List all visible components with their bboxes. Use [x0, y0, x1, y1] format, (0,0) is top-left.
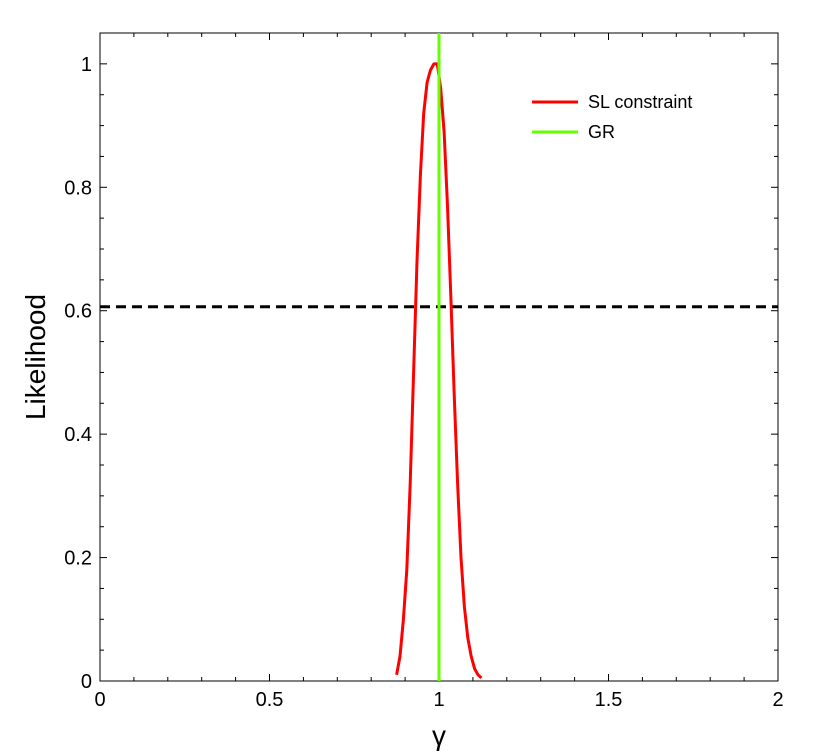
legend-label-gr: GR — [588, 122, 615, 142]
y-tick-label: 0.2 — [64, 548, 92, 570]
y-axis-label: Likelihood — [20, 294, 51, 420]
x-tick-label: 1.5 — [595, 689, 623, 711]
y-tick-label: 0.8 — [64, 177, 92, 199]
x-tick-label: 0.5 — [256, 689, 284, 711]
y-tick-label: 0 — [81, 671, 92, 693]
y-tick-label: 0.4 — [64, 424, 92, 446]
legend-label-sl-constraint: SL constraint — [588, 92, 692, 112]
series-layer — [100, 33, 778, 681]
x-tick-label: 2 — [772, 689, 783, 711]
x-tick-label: 1 — [433, 689, 444, 711]
x-tick-label: 0 — [94, 689, 105, 711]
y-tick-label: 0.6 — [64, 301, 92, 323]
y-tick-label: 1 — [81, 54, 92, 76]
x-axis-label: γ — [432, 720, 446, 751]
axis-ticks: 0 0.5 1 1.5 2 0 0.2 0.4 0.6 0.8 1 — [64, 32, 784, 711]
legend: SL constraint GR — [532, 92, 692, 142]
